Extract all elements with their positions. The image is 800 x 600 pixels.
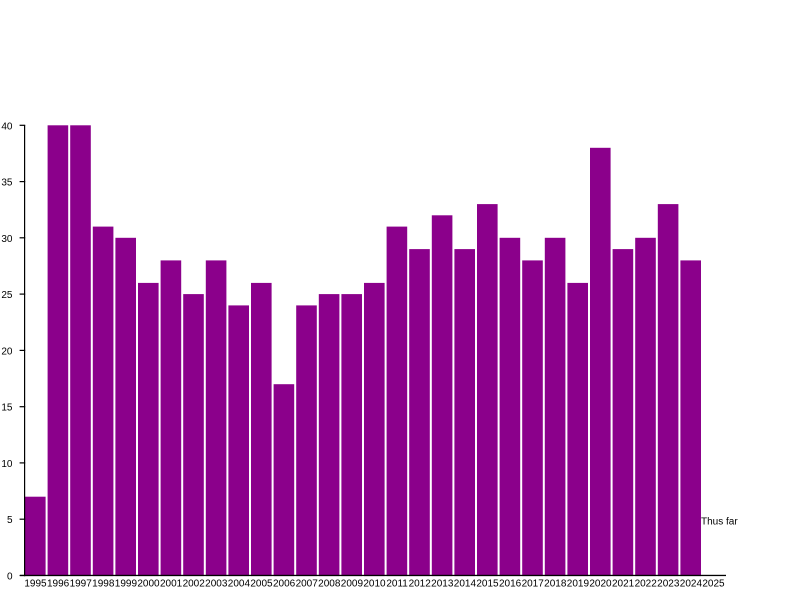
svg-text:2011: 2011 [386, 579, 408, 590]
svg-text:2010: 2010 [363, 579, 386, 590]
svg-text:2017: 2017 [522, 579, 545, 590]
svg-text:5: 5 [7, 515, 13, 526]
svg-text:2014: 2014 [454, 579, 477, 590]
svg-text:2002: 2002 [183, 579, 206, 590]
svg-text:25: 25 [1, 290, 13, 301]
svg-text:2005: 2005 [250, 579, 273, 590]
svg-text:35: 35 [1, 178, 13, 189]
svg-text:2018: 2018 [544, 579, 567, 590]
svg-text:1997: 1997 [70, 579, 93, 590]
svg-text:2020: 2020 [589, 579, 612, 590]
svg-text:20: 20 [1, 346, 13, 357]
svg-text:2006: 2006 [273, 579, 296, 590]
svg-text:10: 10 [1, 459, 13, 470]
svg-text:2025: 2025 [702, 579, 725, 590]
svg-text:2008: 2008 [318, 579, 341, 590]
svg-text:2001: 2001 [160, 579, 183, 590]
svg-text:0: 0 [7, 572, 13, 583]
svg-text:2013: 2013 [431, 579, 454, 590]
svg-text:30: 30 [1, 234, 13, 245]
svg-text:40: 40 [1, 121, 13, 132]
svg-text:2019: 2019 [567, 579, 590, 590]
svg-text:1999: 1999 [115, 579, 138, 590]
svg-text:2004: 2004 [228, 579, 251, 590]
svg-text:2021: 2021 [612, 579, 635, 590]
svg-text:2009: 2009 [341, 579, 364, 590]
svg-text:2015: 2015 [476, 579, 499, 590]
svg-text:2007: 2007 [296, 579, 319, 590]
svg-text:2023: 2023 [657, 579, 680, 590]
svg-text:Thus far: Thus far [701, 517, 738, 528]
svg-text:1996: 1996 [47, 579, 70, 590]
svg-text:2024: 2024 [680, 579, 703, 590]
svg-text:1998: 1998 [92, 579, 115, 590]
svg-text:2003: 2003 [205, 579, 228, 590]
svg-text:2012: 2012 [409, 579, 432, 590]
svg-text:2000: 2000 [137, 579, 160, 590]
svg-text:1995: 1995 [24, 579, 47, 590]
svg-text:15: 15 [1, 403, 13, 414]
svg-text:2016: 2016 [499, 579, 522, 590]
svg-text:2022: 2022 [635, 579, 658, 590]
